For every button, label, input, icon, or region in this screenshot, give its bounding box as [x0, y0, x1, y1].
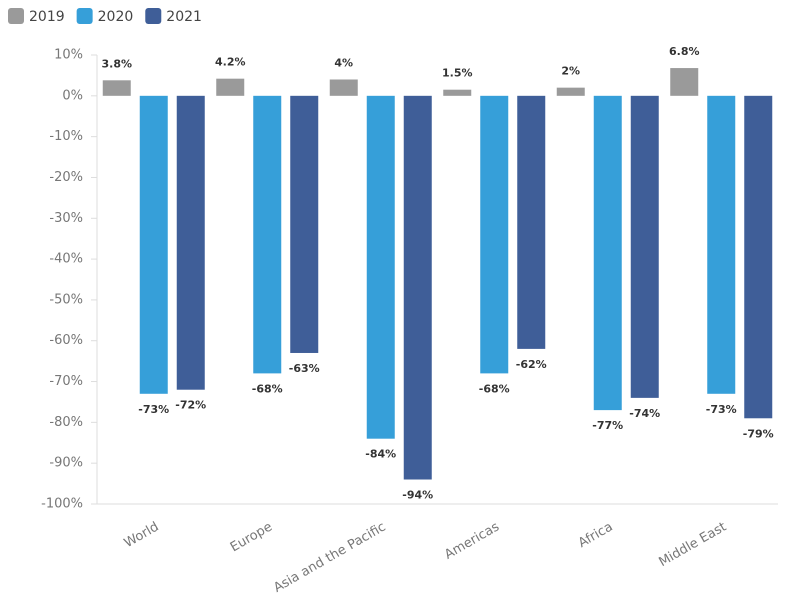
x-tick-label: World — [122, 520, 162, 552]
x-tick-label: Europe — [228, 520, 275, 556]
y-tick-label: -100% — [41, 497, 83, 512]
y-tick-label: -90% — [49, 456, 83, 471]
data-label: 3.8% — [101, 57, 132, 70]
y-tick-label: -80% — [49, 415, 83, 430]
data-label: -68% — [479, 382, 510, 395]
legend-swatch — [145, 8, 162, 24]
bar — [176, 95, 205, 390]
y-tick-label: -50% — [49, 292, 83, 307]
bar — [670, 68, 699, 96]
bar — [253, 95, 282, 374]
data-label: -73% — [138, 403, 169, 416]
bar — [403, 95, 432, 480]
bar — [707, 95, 736, 394]
y-tick-label: -70% — [49, 374, 83, 389]
data-label: -73% — [706, 403, 737, 416]
x-tick-label: Asia and the Pacific — [271, 520, 388, 596]
data-label: -72% — [175, 399, 206, 412]
data-label: -63% — [289, 362, 320, 375]
data-label: -74% — [629, 407, 660, 420]
y-tick-label: -30% — [49, 211, 83, 226]
data-label: -68% — [252, 382, 283, 395]
x-tick-label: Middle East — [656, 520, 729, 571]
data-label: 4% — [334, 56, 353, 69]
bar — [480, 95, 509, 374]
y-tick-label: -10% — [49, 129, 83, 144]
legend-label: 2020 — [98, 9, 134, 25]
x-tick-label: Africa — [576, 520, 616, 552]
bar — [593, 95, 622, 411]
bar — [630, 95, 659, 398]
legend-swatch — [8, 8, 24, 24]
bar — [290, 95, 319, 353]
bar — [216, 78, 245, 96]
data-label: -62% — [516, 358, 547, 371]
data-label: -77% — [592, 419, 623, 432]
bar — [139, 95, 168, 394]
x-tick-label: Americas — [442, 519, 502, 562]
bar — [443, 89, 472, 96]
data-label: 1.5% — [442, 67, 473, 80]
bar — [102, 80, 131, 96]
legend-swatch — [76, 8, 93, 24]
bar — [329, 79, 358, 96]
data-label: 4.2% — [215, 56, 246, 69]
bar — [744, 95, 773, 419]
data-label: -84% — [365, 448, 396, 461]
y-tick-label: -20% — [49, 170, 83, 185]
data-label: -94% — [402, 489, 433, 502]
y-tick-label: 0% — [62, 88, 83, 103]
legend-label: 2019 — [29, 9, 65, 25]
legend-label: 2021 — [166, 9, 202, 25]
data-label: -79% — [743, 427, 774, 440]
bar — [517, 95, 546, 349]
y-tick-label: 10% — [54, 48, 83, 63]
y-tick-label: -60% — [49, 333, 83, 348]
y-tick-label: -40% — [49, 252, 83, 267]
bar — [366, 95, 395, 439]
bar — [556, 87, 585, 96]
data-label: 6.8% — [669, 45, 700, 58]
data-label: 2% — [561, 65, 580, 78]
